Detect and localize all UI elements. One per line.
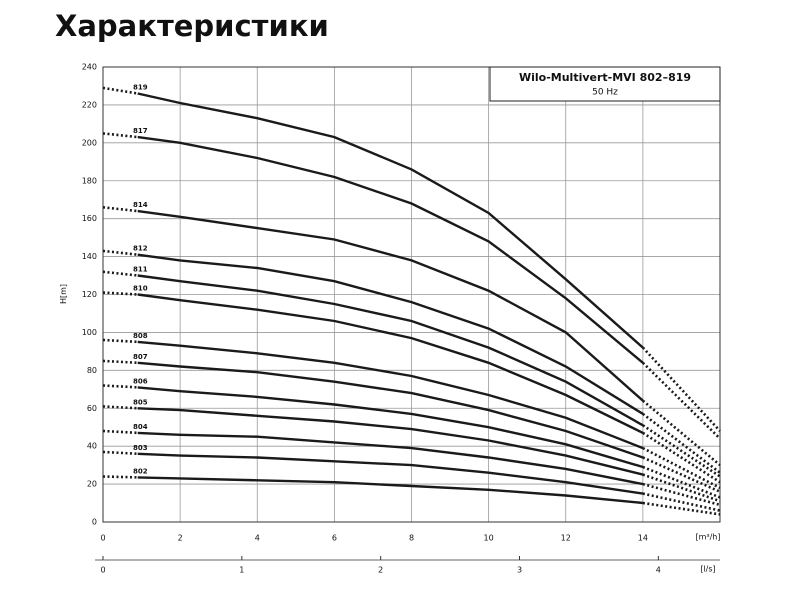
x2-tick-label: 3 (517, 566, 522, 575)
curve-extension (642, 446, 721, 490)
x-tick-label: 2 (178, 534, 183, 543)
y-tick-label: 80 (87, 366, 97, 375)
curve-extension (102, 450, 138, 456)
y-tick-label: 120 (82, 290, 97, 299)
x-tick-label: 12 (561, 534, 571, 543)
curve-extension (642, 473, 721, 503)
x2-tick-label: 1 (239, 566, 244, 575)
curve-extension (641, 346, 721, 432)
series-label: 808 (133, 332, 148, 340)
plot-frame (102, 66, 721, 523)
curve-extension (102, 338, 138, 344)
curve (137, 274, 644, 427)
series-label: 811 (133, 266, 148, 274)
series-label: 817 (133, 127, 148, 135)
chart-subtitle: Wilo-Multivert-MVI 802–819 (519, 71, 691, 84)
curve (137, 209, 644, 402)
series-label: 803 (133, 444, 148, 452)
curve-extension (642, 456, 721, 493)
curve (137, 452, 644, 495)
x2-tick-label: 4 (656, 566, 661, 575)
y-tick-label: 200 (82, 138, 97, 147)
curve-extension (102, 291, 138, 296)
curve-extension (102, 359, 138, 365)
curve (137, 253, 644, 415)
series-label: 805 (133, 398, 148, 406)
series-label: 804 (133, 423, 148, 431)
y-tick-label: 140 (82, 252, 97, 261)
x-axis-label: [m³/h] (695, 533, 720, 542)
series-label: 806 (133, 377, 148, 385)
series-label: 812 (133, 245, 148, 253)
x-tick-label: 0 (100, 534, 105, 543)
curve-extension (642, 399, 721, 467)
curve-extension (102, 405, 138, 410)
curve-extension (102, 206, 138, 213)
y-tick-label: 220 (82, 100, 97, 109)
y-tick-label: 20 (87, 480, 97, 489)
curve (137, 386, 644, 469)
series-label: 814 (133, 201, 148, 209)
y-tick-label: 40 (87, 442, 97, 451)
page-title: Характеристики (55, 9, 329, 43)
y-tick-label: 0 (92, 518, 97, 527)
series-label: 819 (133, 84, 148, 92)
curve (137, 340, 644, 450)
y-tick-label: 100 (82, 328, 97, 337)
curve-extension (102, 132, 138, 139)
y-tick-label: 240 (82, 63, 97, 72)
curve (137, 92, 644, 349)
curve (137, 293, 644, 434)
curve-extension (102, 475, 138, 479)
curve-extension (642, 424, 721, 478)
y-tick-label: 160 (82, 214, 97, 223)
curve-extension (102, 249, 138, 256)
legend-box (489, 66, 721, 102)
x-tick-label: 6 (332, 534, 337, 543)
series-label: 810 (133, 285, 148, 293)
frequency: 50 Hz (592, 88, 618, 98)
curve-extension (102, 429, 138, 435)
curve (137, 431, 644, 486)
curve (137, 476, 644, 505)
x-tick-label: 10 (484, 534, 494, 543)
x2-axis-label: [l/s] (700, 565, 715, 574)
x2-tick-label: 0 (100, 566, 105, 575)
curve-extension (642, 412, 721, 474)
x-tick-label: 4 (255, 534, 260, 543)
y-tick-label: 180 (82, 176, 97, 185)
curve-extension (641, 361, 721, 440)
curve-extension (102, 384, 138, 389)
curve-extension (642, 501, 721, 516)
curve (137, 407, 644, 476)
curve-extension (642, 431, 721, 484)
curve-extension (642, 465, 721, 499)
curve (137, 361, 644, 459)
curve-extension (102, 270, 138, 277)
curve (137, 135, 644, 364)
y-axis-label: H[m] (59, 284, 68, 304)
x-tick-label: 8 (409, 534, 414, 543)
curve-extension (102, 86, 138, 95)
series-label: 807 (133, 353, 148, 361)
x-tick-label: 14 (638, 534, 648, 543)
series-label: 802 (133, 467, 148, 475)
y-tick-label: 60 (87, 404, 97, 413)
x2-tick-label: 2 (378, 566, 383, 575)
